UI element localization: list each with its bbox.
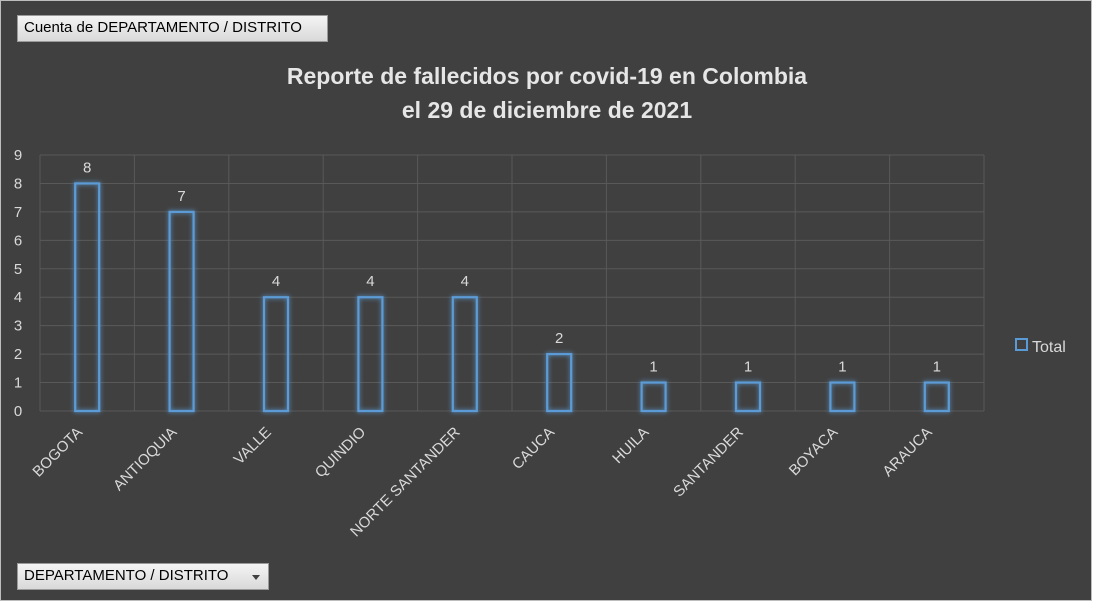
y-tick-label: 7 [14,204,22,221]
category-label: NORTE SANTANDER [347,424,464,541]
y-tick-label: 3 [14,318,22,335]
category-label: SANTANDER [670,424,747,501]
bar [262,296,290,413]
dropdown-arrow-icon[interactable] [252,575,260,580]
category-label: QUINDIO [312,424,369,481]
y-tick-label: 8 [14,175,22,192]
data-label: 7 [177,188,185,205]
y-tick-label: 5 [14,261,22,278]
data-label: 1 [933,359,941,376]
bar [734,381,762,413]
bar [829,381,856,413]
bar [923,381,950,413]
y-tick-label: 2 [14,346,22,363]
chart-title-line-1: Reporte de fallecidos por covid-19 en Co… [286,63,808,89]
chart-title-line-2: el 29 de diciembre de 2021 [401,97,693,123]
y-tick-label: 4 [14,289,22,306]
bar [451,296,478,413]
data-label: 4 [272,273,280,290]
y-axis: 0 1 2 3 4 5 6 7 8 9 [14,147,22,420]
legend-label: Total [1032,339,1066,356]
category-label: CAUCA [509,424,558,473]
bar [546,353,573,413]
y-tick-label: 6 [14,232,22,249]
y-tick-label: 1 [14,375,22,392]
category-label: ANTIOQUIA [110,424,180,494]
data-label: 1 [649,359,657,376]
data-label: 1 [838,359,846,376]
bar [168,210,195,413]
data-label: 4 [366,273,374,290]
bar [357,296,384,413]
category-label: HUILA [609,424,652,467]
bar [640,381,667,413]
category-label: BOGOTA [29,424,86,481]
data-label: 8 [83,159,91,176]
y-tick-label: 9 [14,147,22,164]
y-tick-label: 0 [14,403,22,420]
data-label: 1 [744,359,752,376]
category-label: BOYACA [786,424,841,479]
axis-field-button[interactable]: DEPARTAMENTO / DISTRITO [17,563,269,590]
legend: Total [1015,338,1066,358]
axis-field-label: DEPARTAMENTO / DISTRITO [24,567,229,584]
value-field-button[interactable]: Cuenta de DEPARTAMENTO / DISTRITO [17,15,328,42]
data-label: 4 [461,273,469,290]
chart-title: Reporte de fallecidos por covid-19 en Co… [97,59,997,127]
category-label: VALLE [231,424,275,468]
grid [39,154,985,412]
bars: 8 7 4 4 4 2 1 1 1 1 [74,159,950,413]
legend-swatch [1015,338,1028,351]
category-label: ARAUCA [879,424,935,480]
bar [74,182,101,413]
data-label: 2 [555,330,563,347]
